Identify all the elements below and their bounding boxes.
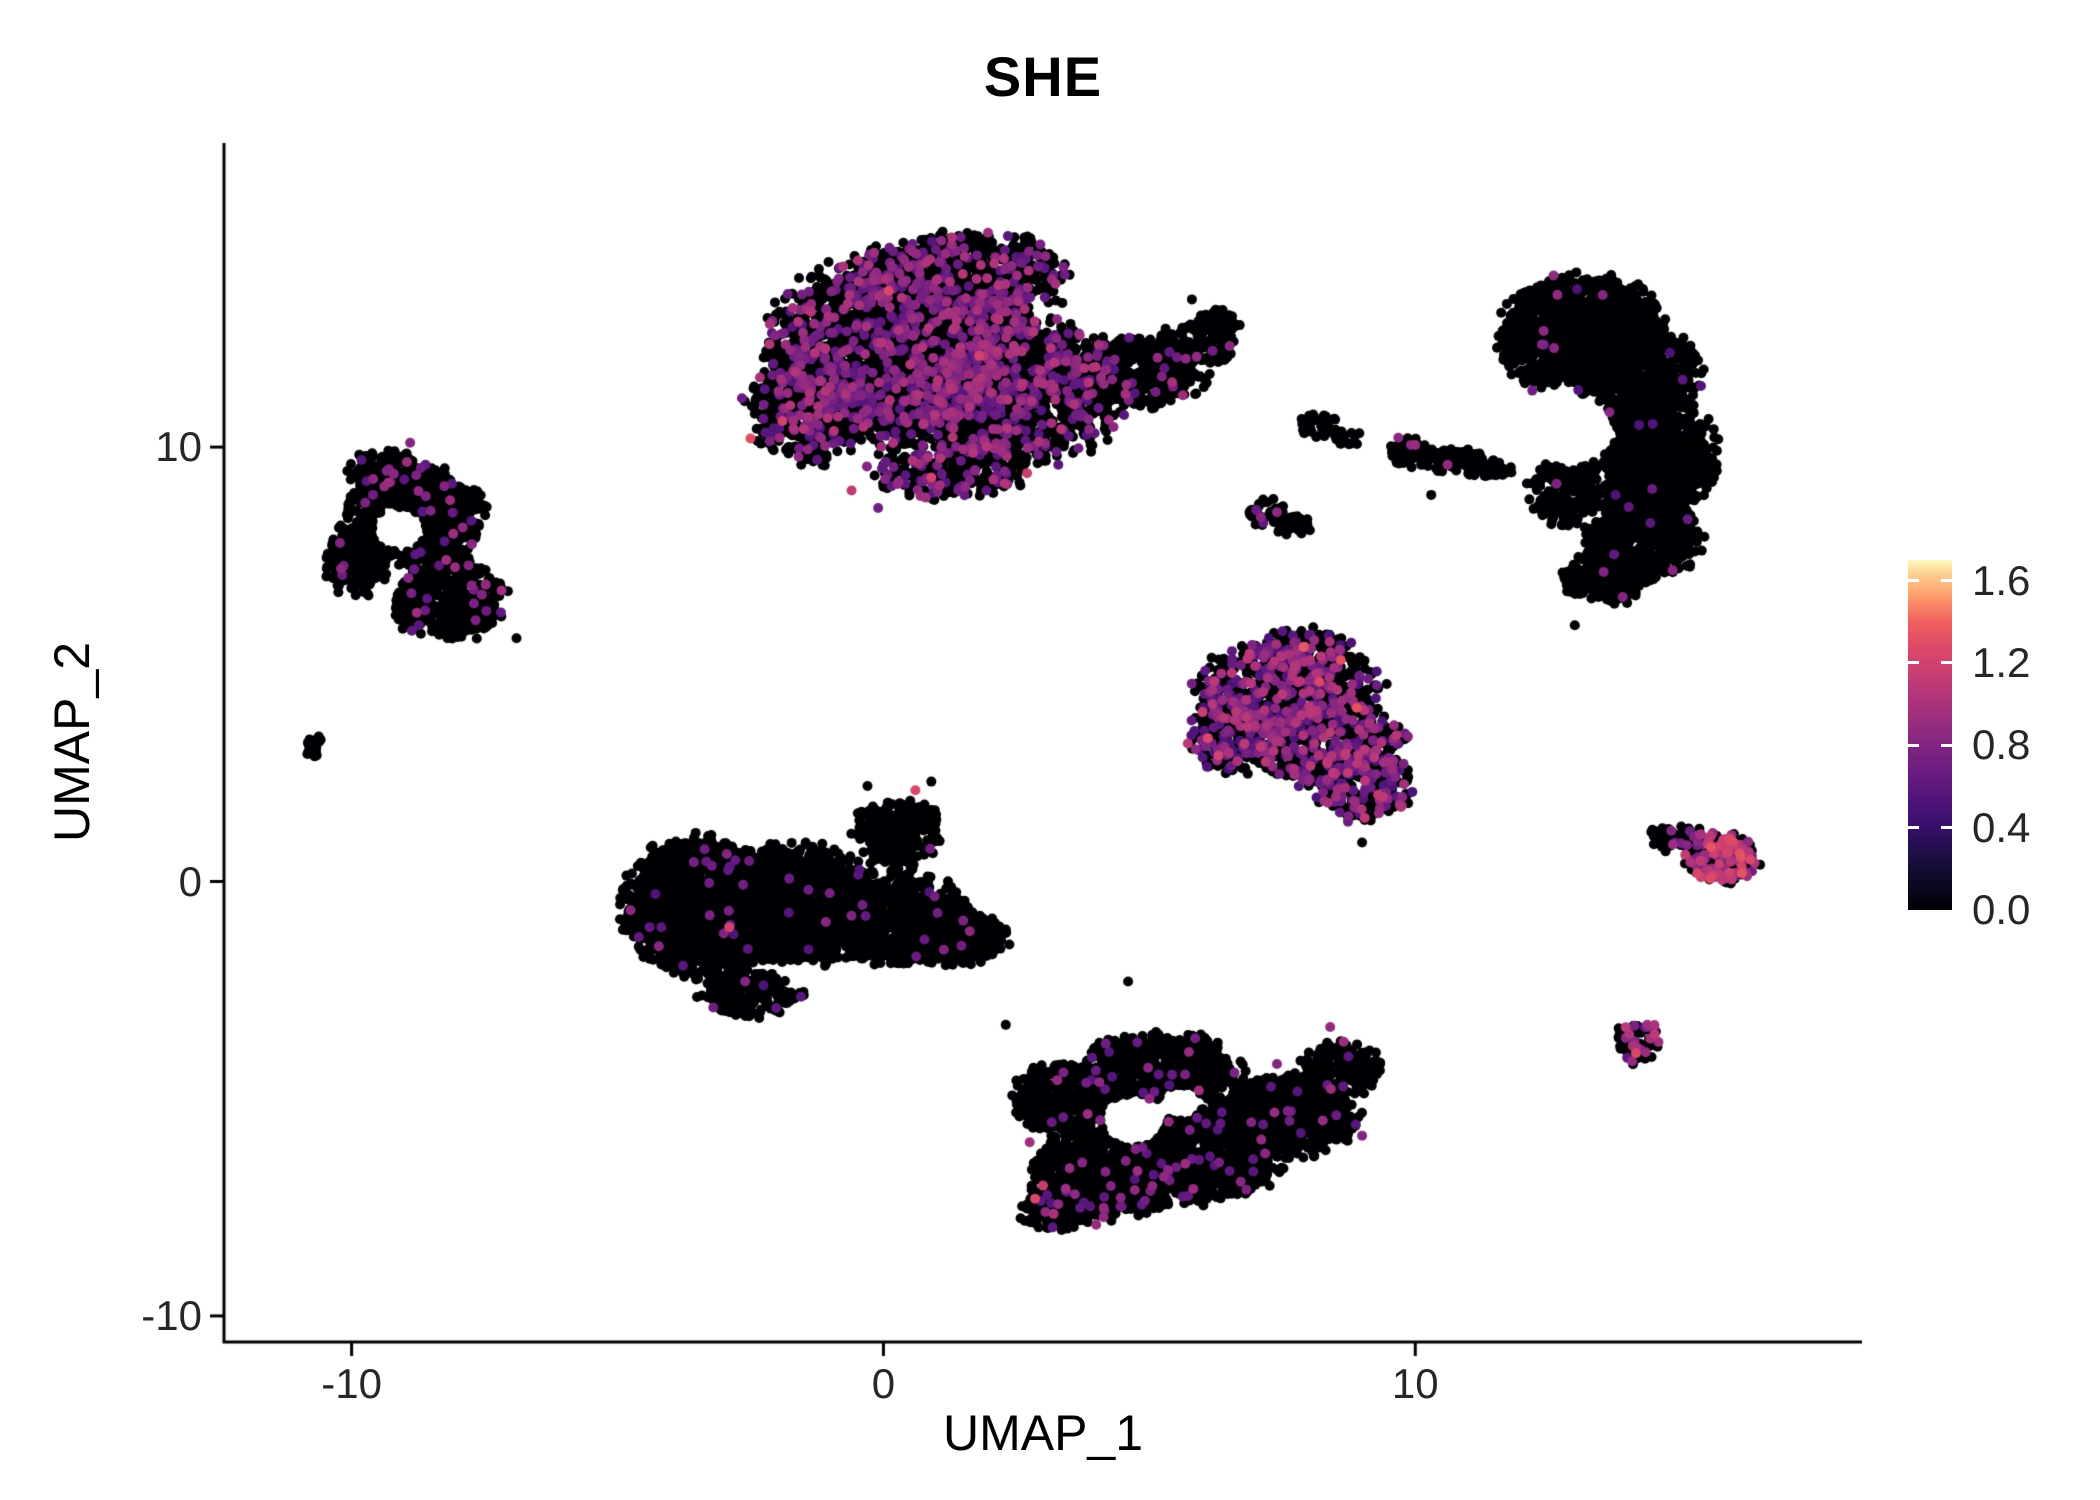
colorbar-tick-mark [1908,826,1919,830]
colorbar-tick-label: 0.0 [1972,886,2031,933]
chart-title: SHE [983,45,1103,108]
colorbar-tick-label: 0.4 [1972,803,2031,851]
colorbar-tick-label: 0.8 [1972,721,2031,769]
colorbar-tick-mark [1908,743,1919,747]
colorbar-tick-mark [1941,826,1952,830]
colorbar-tick-mark [1908,579,1919,583]
colorbar [1908,560,1952,910]
x-axis-label: UMAP_1 [942,1405,1144,1461]
colorbar-tick-label: 1.2 [1972,638,2031,686]
x-tick-label: -10 [321,1360,382,1407]
colorbar-tick-mark [1941,579,1952,583]
x-tick-label: 0 [871,1360,896,1407]
colorbar-tick-mark [1908,661,1919,665]
x-tick-label: 10 [1391,1360,1439,1407]
colorbar-tick-label: 1.6 [1972,556,2031,604]
y-tick-label: -10 [141,1291,202,1339]
y-tick-label: 0 [178,857,202,905]
y-tick-label: 10 [155,423,202,471]
colorbar-tick-mark [1941,661,1952,665]
y-axis-label: UMAP_2 [44,641,100,843]
colorbar-tick-mark [1941,743,1952,747]
